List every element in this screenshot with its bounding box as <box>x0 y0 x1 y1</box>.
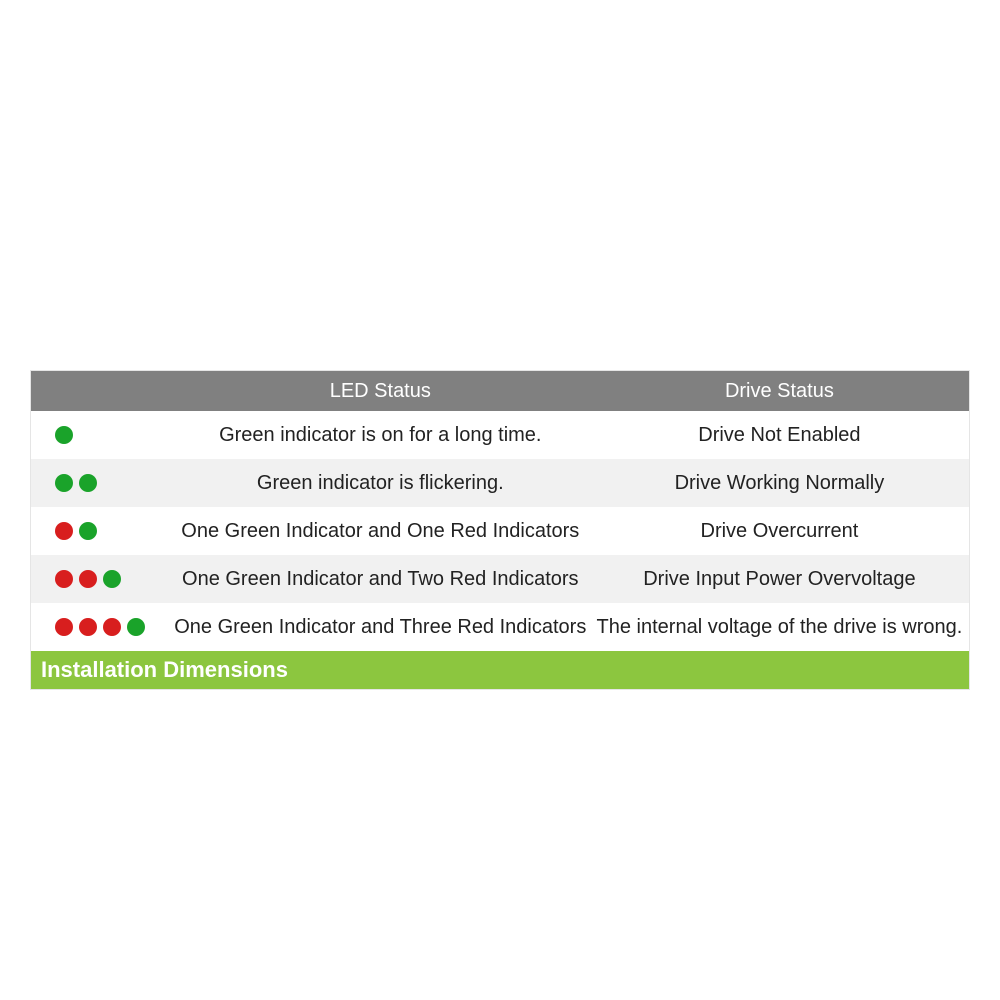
table-row: One Green Indicator and Two Red Indicato… <box>31 555 969 603</box>
green-led-icon <box>79 522 97 540</box>
red-led-icon <box>55 618 73 636</box>
table-row: One Green Indicator and Three Red Indica… <box>31 603 969 651</box>
led-status-text: Green indicator is flickering. <box>171 472 590 495</box>
led-status-text: One Green Indicator and One Red Indicato… <box>171 520 590 543</box>
red-led-icon <box>103 618 121 636</box>
drive-status-text: Drive Working Normally <box>590 472 969 495</box>
led-icons-cell <box>31 474 171 492</box>
green-led-icon <box>55 474 73 492</box>
table-header-row: LED Status Drive Status <box>31 371 969 411</box>
red-led-icon <box>55 570 73 588</box>
header-drive-status: Drive Status <box>590 380 969 403</box>
green-led-icon <box>127 618 145 636</box>
led-icons-cell <box>31 618 171 636</box>
section-title-bar: Installation Dimensions <box>31 651 969 689</box>
table-row: One Green Indicator and One Red Indicato… <box>31 507 969 555</box>
led-status-text: One Green Indicator and Three Red Indica… <box>171 616 590 639</box>
drive-status-text: Drive Input Power Overvoltage <box>590 568 969 591</box>
drive-status-text: Drive Overcurrent <box>590 520 969 543</box>
table-row: Green indicator is on for a long time.Dr… <box>31 411 969 459</box>
green-led-icon <box>103 570 121 588</box>
drive-status-text: The internal voltage of the drive is wro… <box>590 616 969 639</box>
red-led-icon <box>79 570 97 588</box>
led-status-text: Green indicator is on for a long time. <box>171 424 590 447</box>
table-row: Green indicator is flickering.Drive Work… <box>31 459 969 507</box>
green-led-icon <box>55 426 73 444</box>
red-led-icon <box>79 618 97 636</box>
led-icons-cell <box>31 426 171 444</box>
green-led-icon <box>79 474 97 492</box>
header-led-status: LED Status <box>171 380 590 403</box>
led-icons-cell <box>31 522 171 540</box>
led-icons-cell <box>31 570 171 588</box>
table-body: Green indicator is on for a long time.Dr… <box>31 411 969 651</box>
led-status-table: LED Status Drive Status Green indicator … <box>30 370 970 690</box>
led-status-text: One Green Indicator and Two Red Indicato… <box>171 568 590 591</box>
red-led-icon <box>55 522 73 540</box>
drive-status-text: Drive Not Enabled <box>590 424 969 447</box>
